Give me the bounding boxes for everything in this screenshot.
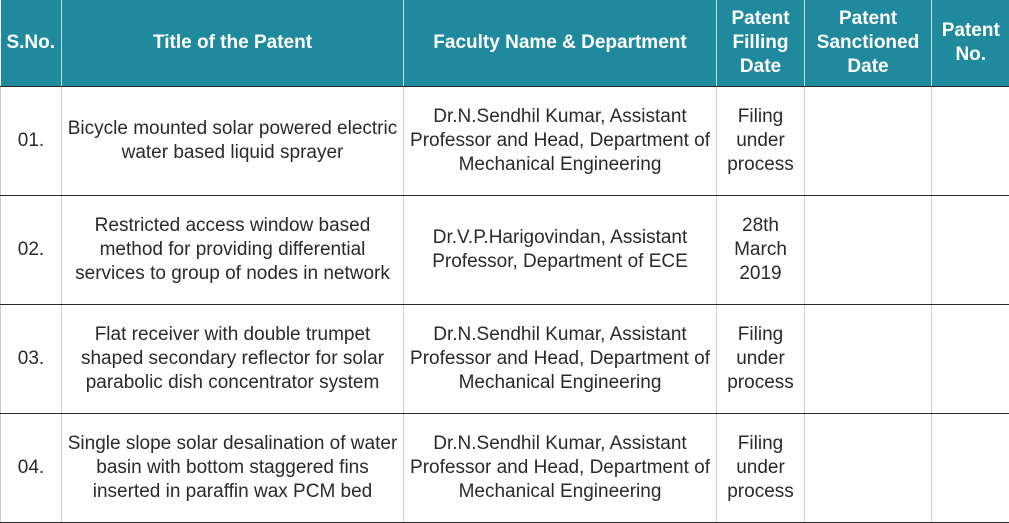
header-title: Title of the Patent	[61, 0, 404, 87]
cell-faculty: Dr.N.Sendhil Kumar, Assistant Professor …	[403, 304, 717, 414]
table-body: 01. Bicycle mounted solar powered electr…	[0, 86, 1009, 523]
cell-patent-no	[931, 86, 1009, 196]
cell-sno: 04.	[0, 413, 62, 523]
table-row: 04. Single slope solar desalination of w…	[0, 413, 1009, 523]
cell-sanctioned-date	[804, 86, 932, 196]
header-sno: S.No.	[0, 0, 62, 87]
cell-sanctioned-date	[804, 413, 932, 523]
cell-filling-date: Filing under process	[716, 413, 805, 523]
cell-sanctioned-date	[804, 304, 932, 414]
header-row: S.No. Title of the Patent Faculty Name &…	[0, 0, 1009, 87]
cell-title: Flat receiver with double trumpet shaped…	[61, 304, 404, 414]
header-filling-date: Patent Filling Date	[716, 0, 805, 87]
cell-patent-no	[931, 304, 1009, 414]
cell-sno: 02.	[0, 195, 62, 305]
header-sanctioned-date: Patent Sanctioned Date	[804, 0, 932, 87]
table-header: S.No. Title of the Patent Faculty Name &…	[0, 0, 1009, 87]
cell-patent-no	[931, 413, 1009, 523]
table-row: 02. Restricted access window based metho…	[0, 195, 1009, 305]
cell-faculty: Dr.V.P.Harigovindan, Assistant Professor…	[403, 195, 717, 305]
header-faculty: Faculty Name & Department	[403, 0, 717, 87]
cell-filling-date: 28th March 2019	[716, 195, 805, 305]
cell-patent-no	[931, 195, 1009, 305]
cell-title: Bicycle mounted solar powered electric w…	[61, 86, 404, 196]
cell-faculty: Dr.N.Sendhil Kumar, Assistant Professor …	[403, 86, 717, 196]
cell-filling-date: Filing under process	[716, 86, 805, 196]
header-patent-no: Patent No.	[931, 0, 1009, 87]
cell-filling-date: Filing under process	[716, 304, 805, 414]
table-row: 01. Bicycle mounted solar powered electr…	[0, 86, 1009, 196]
cell-faculty: Dr.N.Sendhil Kumar, Assistant Professor …	[403, 413, 717, 523]
cell-title: Single slope solar desalination of water…	[61, 413, 404, 523]
cell-sno: 01.	[0, 86, 62, 196]
cell-sanctioned-date	[804, 195, 932, 305]
cell-sno: 03.	[0, 304, 62, 414]
cell-title: Restricted access window based method fo…	[61, 195, 404, 305]
table-row: 03. Flat receiver with double trumpet sh…	[0, 304, 1009, 414]
